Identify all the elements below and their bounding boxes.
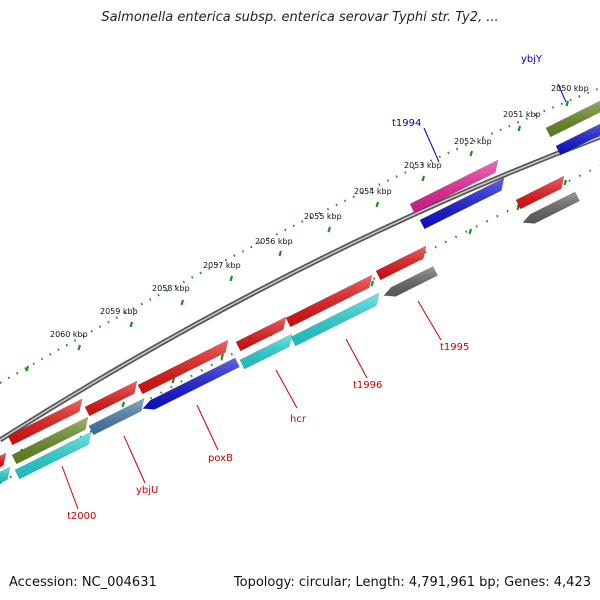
- gene-arrow[interactable]: [142, 357, 240, 410]
- gene-arrow[interactable]: [235, 316, 287, 352]
- kbp-tick-label: 2057 kbp: [203, 261, 241, 270]
- gene-label-t1995[interactable]: t1995: [440, 342, 469, 353]
- gene-label-t1994[interactable]: t1994: [392, 118, 421, 129]
- kbp-tick-label: 2053 kbp: [404, 161, 442, 170]
- gene-arrow[interactable]: [0, 452, 7, 468]
- major-tick: [25, 365, 30, 372]
- gene-arrow[interactable]: [11, 416, 89, 465]
- gene-arrow[interactable]: [515, 175, 565, 210]
- major-tick: [121, 401, 126, 408]
- gene-arrow[interactable]: [239, 333, 293, 370]
- kbp-tick-label: 2060 kbp: [50, 330, 88, 339]
- major-tick: [517, 125, 522, 132]
- gene-arrow[interactable]: [88, 397, 145, 436]
- gene-label-t1996[interactable]: t1996: [353, 380, 382, 391]
- major-tick: [180, 299, 185, 306]
- gene-callout-line: [557, 83, 567, 103]
- gene-callout-line: [123, 435, 146, 484]
- major-tick: [565, 100, 570, 107]
- gene-arrow[interactable]: [522, 191, 580, 224]
- gene-arrow[interactable]: [84, 380, 138, 417]
- gene-label-ybju[interactable]: ybjU: [136, 485, 158, 496]
- genome-backbone: [0, 134, 600, 443]
- gene-callout-line: [417, 300, 442, 341]
- kbp-tick-label: 2054 kbp: [354, 187, 392, 196]
- genome-stats-label: Topology: circular; Length: 4,791,961 bp…: [233, 575, 591, 590]
- gene-arrow[interactable]: [285, 274, 373, 328]
- gene-features: [0, 98, 600, 484]
- major-tick: [220, 353, 225, 360]
- major-tick: [278, 250, 283, 257]
- major-tick: [229, 275, 234, 282]
- gene-arrow[interactable]: [137, 339, 229, 395]
- kbp-tick-label: 2051 kbp: [503, 110, 541, 119]
- major-tick: [77, 344, 82, 351]
- genome-backbone-highlight: [0, 136, 600, 441]
- gene-arrow[interactable]: [419, 177, 505, 230]
- gene-callout-line: [61, 465, 79, 510]
- gene-arrow[interactable]: [409, 159, 499, 214]
- major-tick: [468, 228, 473, 235]
- kbp-tick-label: 2050 kbp: [551, 84, 589, 93]
- gene-arrow[interactable]: [290, 292, 380, 347]
- gene-arrow[interactable]: [555, 121, 600, 156]
- major-tick: [129, 321, 134, 328]
- gene-callout-line: [423, 127, 440, 163]
- major-tick: [469, 150, 474, 157]
- gene-arrow[interactable]: [375, 245, 427, 281]
- major-tick: [327, 226, 332, 233]
- kbp-labels: 2050 kbp 2051 kbp 2052 kbp 2053 kbp 2054 kbp…: [50, 84, 589, 339]
- major-tick: [370, 280, 375, 287]
- major-tick: [375, 201, 380, 208]
- map-title: Salmonella enterica subsp. enterica sero…: [101, 10, 499, 25]
- kbp-tick-label: 2055 kbp: [304, 212, 342, 221]
- major-tick: [563, 179, 568, 186]
- gene-callout-line: [345, 338, 368, 379]
- gene-arrow[interactable]: [14, 431, 92, 480]
- gene-label-poxb[interactable]: poxB: [208, 453, 233, 464]
- gene-arrow[interactable]: [7, 398, 83, 446]
- kbp-tick-label: 2052 kbp: [454, 137, 492, 146]
- major-tick: [516, 204, 521, 211]
- gene-label-ybjy[interactable]: ybjY: [521, 54, 543, 65]
- gene-arrow[interactable]: [545, 98, 600, 138]
- gene-callouts: ybjY t1994 t1995 t1996 hcr poxB ybjU t2000: [61, 54, 567, 522]
- major-tick: [421, 175, 426, 182]
- gene-callout-line: [275, 369, 298, 409]
- gene-callout-line: [196, 404, 219, 451]
- gene-label-hcr[interactable]: hcr: [290, 414, 307, 425]
- gene-arrow[interactable]: [0, 466, 11, 484]
- kbp-tick-label: 2058 kbp: [152, 284, 190, 293]
- kbp-tick-label: 2056 kbp: [255, 237, 293, 246]
- gene-label-t2000[interactable]: t2000: [67, 511, 96, 522]
- kbp-tick-label: 2059 kbp: [100, 307, 138, 316]
- major-tick: [171, 377, 176, 384]
- accession-label: Accession: NC_004631: [9, 575, 157, 590]
- gene-arrow[interactable]: [383, 266, 438, 297]
